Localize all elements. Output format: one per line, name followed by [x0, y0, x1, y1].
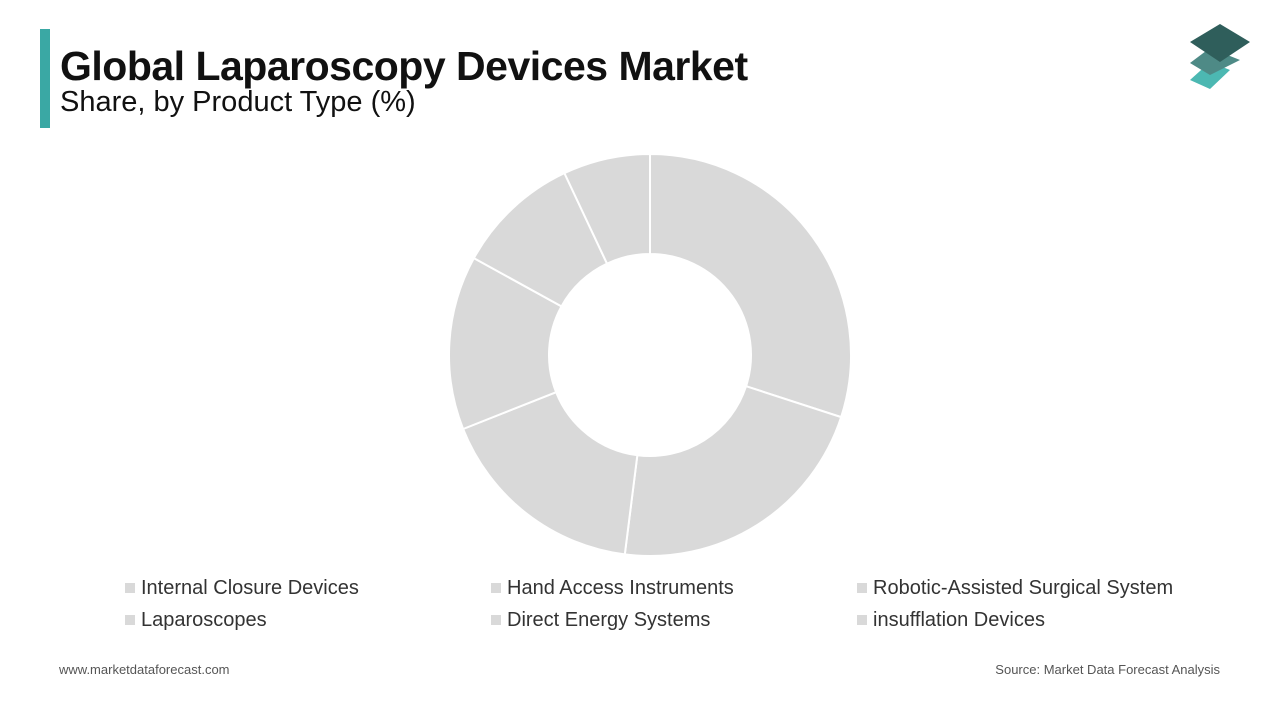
logo-layer-middle	[1190, 48, 1240, 75]
legend-item: Hand Access Instruments	[491, 576, 857, 600]
legend-label: insufflation Devices	[873, 608, 1045, 631]
legend-item: Direct Energy Systems	[491, 608, 857, 632]
legend-swatch	[491, 615, 501, 625]
legend-item: Internal Closure Devices	[125, 576, 491, 600]
legend-swatch	[125, 583, 135, 593]
legend-label: Direct Energy Systems	[507, 608, 711, 631]
stacked-layers-icon	[1190, 24, 1250, 89]
legend-swatch	[857, 583, 867, 593]
donut-slice-insufflation-devices	[563, 152, 651, 265]
legend-swatch	[491, 583, 501, 593]
legend-label: Laparoscopes	[141, 608, 267, 631]
chart-legend: Internal Closure Devices Hand Access Inst…	[125, 576, 1245, 632]
donut-slice-robotic-assisted-surgical-system	[461, 390, 639, 556]
legend-label: Internal Closure Devices	[141, 576, 359, 599]
legend-label: Hand Access Instruments	[507, 576, 734, 599]
donut-slice-internal-closure-devices	[649, 152, 852, 419]
logo-layer-top	[1190, 24, 1250, 62]
donut-slice-hand-access-instruments	[623, 384, 843, 557]
page-subtitle: Share, by Product Type (%)	[60, 86, 416, 118]
legend-item: insufflation Devices	[857, 608, 1245, 632]
title-accent-bar	[40, 29, 50, 128]
legend-swatch	[125, 615, 135, 625]
legend-swatch	[857, 615, 867, 625]
page-title: Global Laparoscopy Devices Market	[60, 43, 748, 89]
legend-item: Laparoscopes	[125, 608, 491, 632]
legend-item: Robotic-Assisted Surgical System	[857, 576, 1245, 600]
footer-source: Source: Market Data Forecast Analysis	[995, 662, 1220, 677]
footer-website: www.marketdataforecast.com	[59, 662, 230, 677]
legend-label: Robotic-Assisted Surgical System	[873, 576, 1174, 599]
